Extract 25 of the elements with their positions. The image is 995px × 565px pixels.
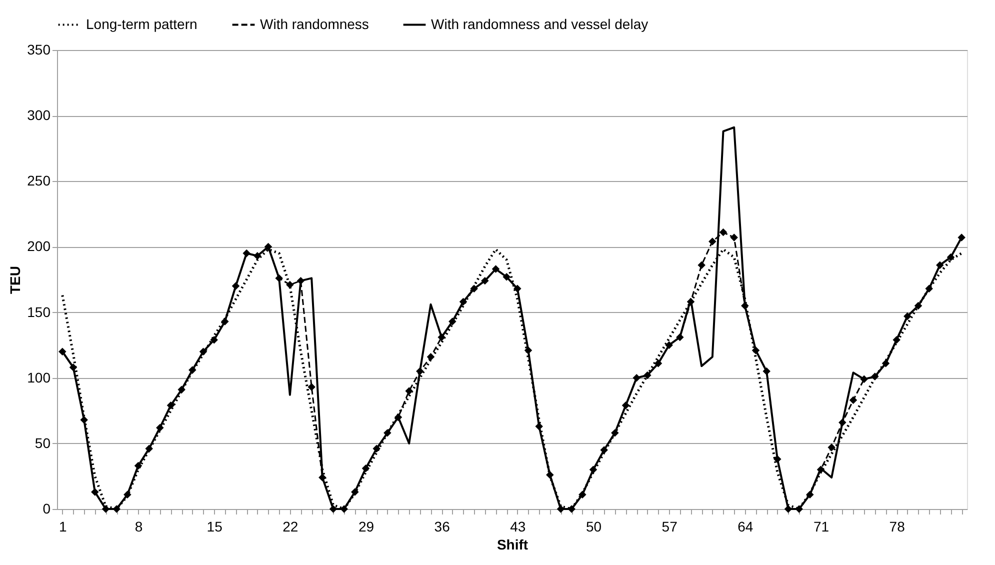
x-tick-label: 29: [358, 518, 374, 534]
x-tick-label: 36: [434, 518, 450, 534]
x-tick-label: 78: [889, 518, 906, 534]
y-tick-label: 100: [27, 369, 51, 386]
y-tick-label: 300: [27, 107, 51, 124]
y-tick-label: 50: [34, 434, 51, 451]
x-tick-label: 64: [738, 518, 754, 534]
x-axis-title: Shift: [496, 536, 528, 552]
x-tick-label: 43: [510, 518, 526, 534]
y-axis-title: TEU: [7, 266, 24, 294]
x-tick-label: 57: [662, 518, 678, 534]
y-tick-label: 350: [27, 42, 51, 58]
legend-label: With randomness: [260, 16, 369, 32]
legend-label: Long-term pattern: [86, 16, 198, 32]
y-tick-label: 200: [27, 238, 51, 254]
x-tick-label: 22: [282, 518, 298, 534]
x-tick-label: 1: [59, 518, 68, 534]
y-tick-label: 0: [42, 500, 51, 516]
legend-label: With randomness and vessel delay: [431, 16, 648, 32]
y-tick-label: 250: [27, 172, 51, 189]
y-tick-label: 150: [27, 304, 51, 320]
x-tick-label: 15: [206, 518, 223, 534]
x-tick-label: 50: [586, 518, 602, 534]
x-tick-label: 8: [134, 518, 143, 534]
x-tick-label: 71: [813, 518, 830, 534]
